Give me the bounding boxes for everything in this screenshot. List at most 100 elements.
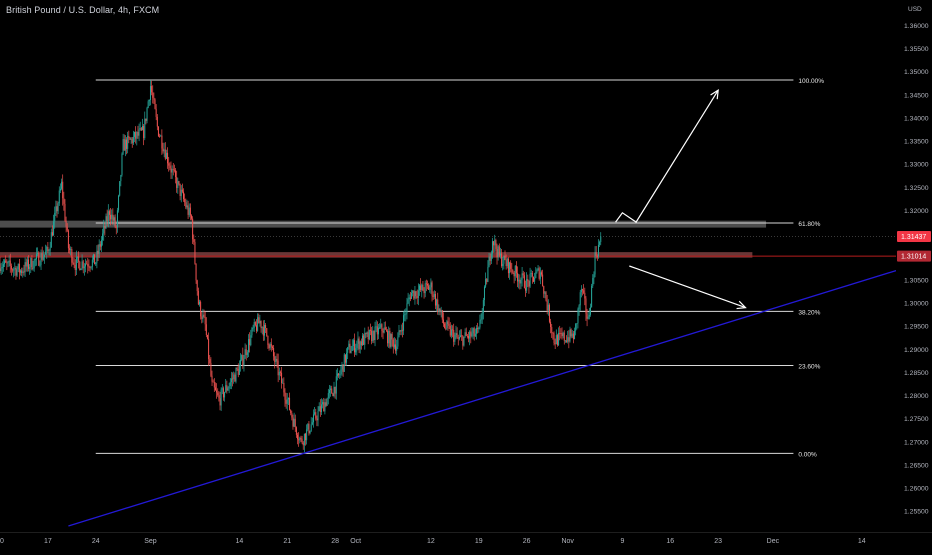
level-price-badge: 1.31014: [897, 250, 931, 262]
candle-body: [301, 438, 303, 443]
candle: [399, 330, 401, 336]
candle: [94, 254, 96, 265]
candle-body: [566, 340, 568, 342]
candle: [554, 338, 556, 350]
candle: [376, 321, 378, 340]
candle-body: [114, 217, 116, 227]
candle: [393, 337, 395, 350]
candle-body: [525, 287, 527, 291]
candle-body: [187, 205, 189, 215]
candle: [445, 322, 447, 331]
candle-body: [379, 327, 381, 329]
candle: [582, 288, 584, 296]
price-tick-label: 1.32500: [904, 185, 929, 192]
candle: [99, 241, 101, 251]
candle-body: [67, 230, 69, 249]
candle: [398, 324, 400, 338]
candle: [217, 388, 219, 397]
price-tick-label: 1.34000: [904, 115, 929, 122]
candle: [186, 199, 188, 210]
candle-body: [27, 259, 29, 269]
candle-body: [214, 387, 216, 391]
time-tick-label: Oct: [350, 538, 361, 545]
candle: [309, 430, 311, 435]
candle-body: [75, 257, 77, 270]
price-tick-label: 1.36000: [904, 23, 929, 30]
candle: [98, 239, 100, 259]
candle: [552, 332, 554, 340]
candle: [236, 366, 238, 371]
candle-body: [204, 316, 206, 325]
candle-body: [130, 138, 132, 140]
candle-body: [147, 101, 149, 108]
candle: [33, 258, 35, 272]
candle: [374, 321, 376, 347]
candle: [254, 321, 256, 327]
candle-body: [258, 317, 260, 324]
candle-body: [221, 388, 223, 390]
price-badges-layer: 1.31437 1.31014: [897, 231, 931, 262]
candle-body: [491, 241, 493, 254]
candle-body: [283, 382, 285, 393]
candle-body: [103, 225, 105, 234]
candle: [169, 162, 171, 171]
candle: [351, 339, 353, 351]
candle-body: [16, 269, 18, 276]
candle: [242, 347, 244, 369]
candle: [130, 136, 132, 144]
candle: [95, 261, 97, 266]
candle-body: [583, 290, 585, 293]
candle: [389, 327, 391, 349]
candle: [473, 326, 475, 341]
candle: [380, 318, 382, 330]
candle: [507, 257, 509, 278]
candle-body: [538, 268, 540, 279]
candle: [514, 265, 516, 281]
candle-body: [409, 297, 411, 299]
candle-body: [599, 242, 601, 245]
candle-body: [157, 126, 159, 137]
candle-body: [51, 232, 53, 236]
candle: [277, 353, 279, 383]
candle: [90, 266, 92, 270]
candle-body: [251, 328, 253, 336]
candle-body: [50, 232, 52, 248]
candle-body: [122, 139, 124, 154]
candle: [528, 280, 530, 294]
candle-body: [287, 397, 289, 400]
candle: [114, 214, 116, 229]
candle-body: [526, 279, 528, 291]
candle-body: [366, 332, 368, 334]
price-axis[interactable]: 1.36000 1.35500 1.35000 1.34500 1.34000 1.335…: [896, 0, 932, 550]
candle-body: [597, 244, 599, 257]
candle-body: [358, 338, 360, 350]
candle: [430, 278, 432, 294]
candle: [20, 269, 22, 276]
candle: [339, 370, 341, 380]
candle: [196, 279, 198, 296]
candle-body: [95, 262, 97, 265]
candle-body: [471, 333, 473, 337]
candle: [163, 142, 165, 158]
candle: [167, 147, 169, 169]
candle-body: [108, 211, 110, 215]
price-tick-label: 1.25500: [904, 509, 929, 516]
candle: [320, 398, 322, 415]
candle-body: [531, 272, 533, 277]
candle-body: [202, 314, 204, 320]
candle-body: [144, 118, 146, 139]
time-axis[interactable]: 10 17 24 Sep 14 21 28 Oct 12 19 26 Nov 9 16 23 Dec 14: [0, 532, 932, 546]
candle-body: [547, 304, 549, 311]
candle: [494, 234, 496, 253]
candle: [230, 371, 232, 390]
candle-body: [574, 330, 576, 340]
candle-body: [481, 312, 483, 320]
candle: [14, 262, 16, 276]
candle: [37, 247, 39, 257]
candle: [287, 397, 289, 406]
time-tick-label: 10: [0, 538, 4, 545]
candle-body: [78, 256, 80, 262]
candle: [377, 324, 379, 340]
